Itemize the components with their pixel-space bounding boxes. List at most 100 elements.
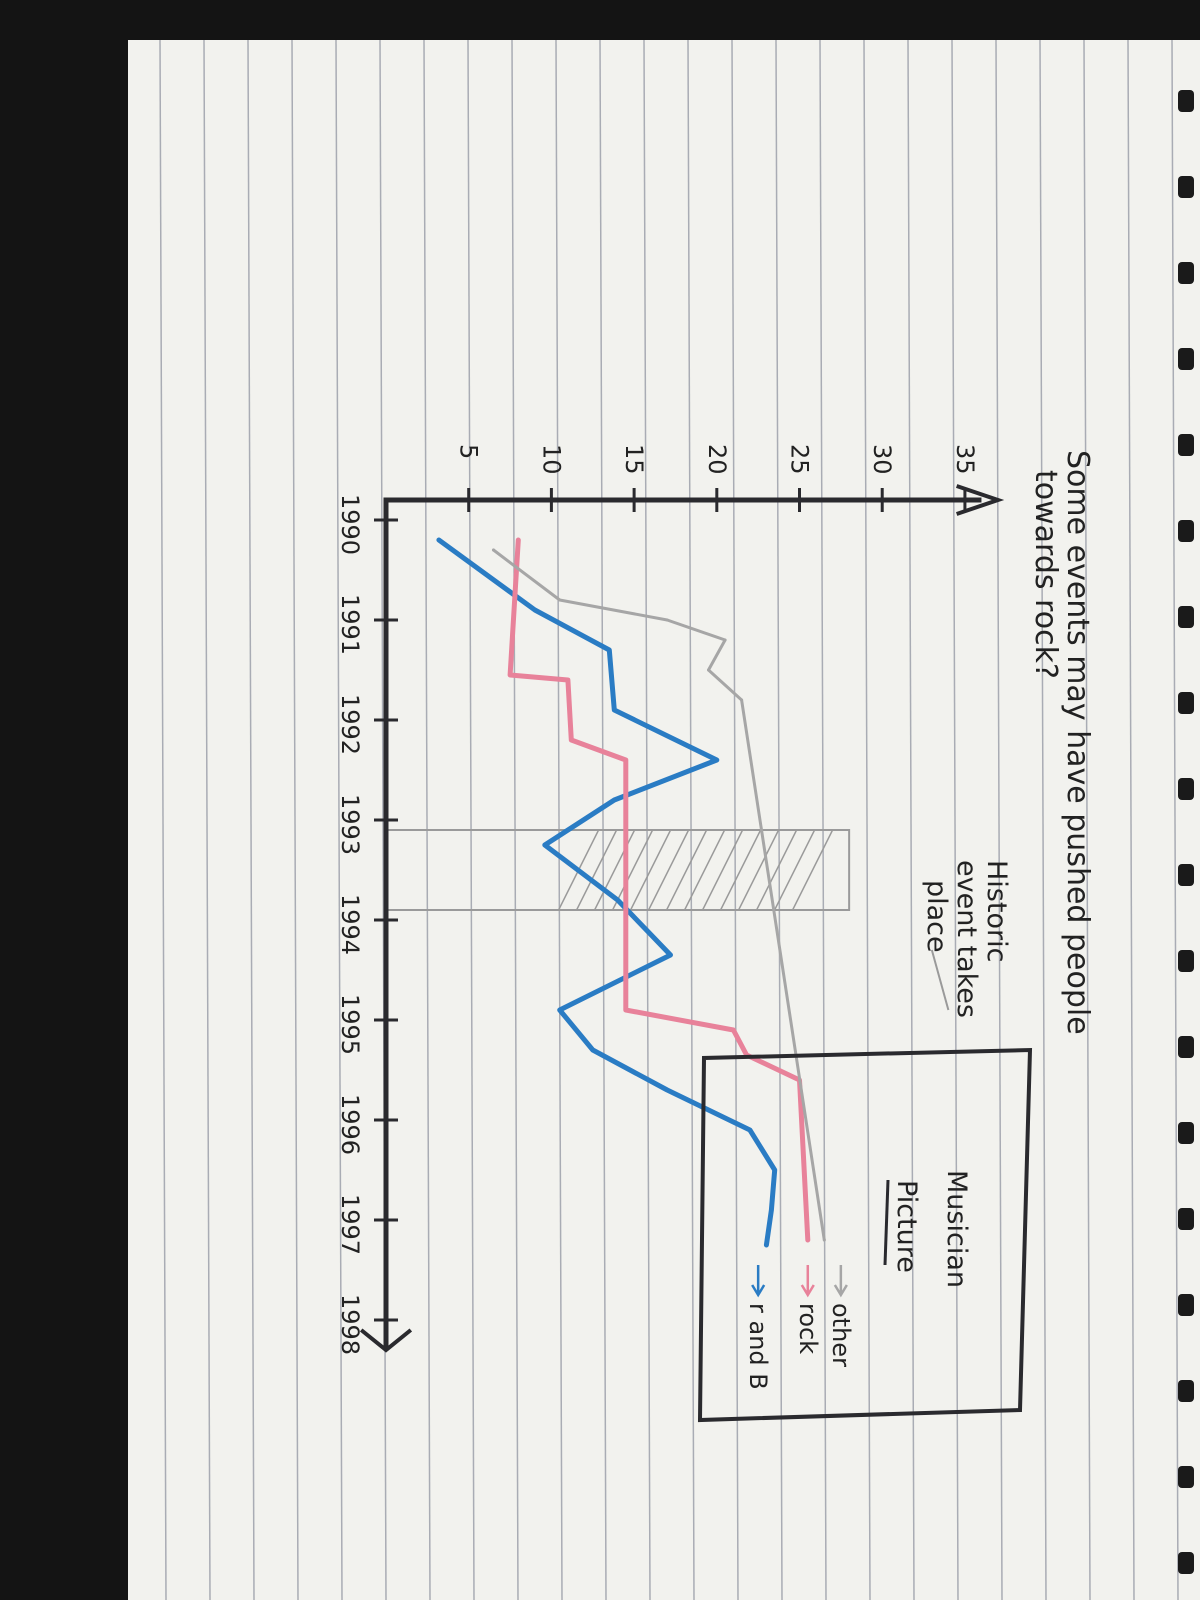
ruled-line xyxy=(247,39,255,1600)
legend-label: r and B xyxy=(744,1303,772,1390)
data-point xyxy=(533,608,537,612)
ruled-line xyxy=(995,39,1003,1600)
data-point xyxy=(492,548,496,552)
hatch-line xyxy=(719,829,762,911)
ruled-line xyxy=(951,39,959,1600)
spiral-hole xyxy=(1178,434,1194,456)
data-point xyxy=(569,738,573,742)
data-point xyxy=(707,668,711,672)
ruled-line xyxy=(775,39,783,1600)
data-point xyxy=(591,1048,595,1052)
data-point xyxy=(715,758,719,762)
y-tick-label: 30 xyxy=(868,444,896,475)
legend-arrow xyxy=(800,1265,815,1298)
data-point xyxy=(624,1008,628,1012)
ruled-lines xyxy=(159,39,1179,1600)
title-line-1: Some events may have pushed people xyxy=(1060,450,1095,1035)
annotation-line-1: Historic xyxy=(981,860,1012,962)
y-axis-ticks: 5 10 15 20 25 30 35 xyxy=(455,444,979,512)
annotation-line-3: place xyxy=(921,880,952,953)
data-point xyxy=(668,953,672,957)
ruled-line xyxy=(599,39,607,1600)
y-tick-label: 10 xyxy=(537,444,565,475)
x-tick-label: 1994 xyxy=(336,894,364,955)
hatch-line xyxy=(629,829,672,911)
box-label-musician: Musician xyxy=(941,1170,972,1288)
data-point xyxy=(558,1008,562,1012)
spiral-hole xyxy=(1178,1380,1194,1402)
ruled-line xyxy=(1083,39,1091,1600)
annotation-line-2: event takes xyxy=(951,860,982,1018)
title-line-2: towards rock? xyxy=(1028,470,1063,679)
x-axis-ticks: 1990 1991 1992 1993 1994 1995 1996 1997 1998 xyxy=(336,494,398,1355)
data-point xyxy=(723,638,727,642)
picture-placeholder: Musician Picture xyxy=(697,1047,1033,1423)
data-point xyxy=(773,1168,777,1172)
spiral-hole xyxy=(1178,778,1194,800)
data-point xyxy=(612,708,616,712)
ruled-line xyxy=(555,39,563,1600)
chart-series xyxy=(436,537,826,1248)
legend-label: other xyxy=(827,1303,855,1367)
spiral-hole xyxy=(1178,692,1194,714)
x-tick-label: 1992 xyxy=(336,694,364,755)
ruled-line xyxy=(1127,39,1135,1600)
y-tick-label: 20 xyxy=(703,444,731,475)
annotation-arrow xyxy=(930,949,950,1011)
data-point xyxy=(731,1028,735,1032)
x-axis-arrowhead xyxy=(359,1328,413,1353)
y-tick-label: 5 xyxy=(455,444,483,459)
spiral-hole xyxy=(1178,606,1194,628)
hatch-line xyxy=(665,829,708,911)
hatch-line xyxy=(611,829,654,911)
series-line-r-and-b xyxy=(436,537,778,1248)
data-point xyxy=(748,1128,752,1132)
picture-frame xyxy=(697,1047,1033,1423)
spiral-hole xyxy=(1178,520,1194,542)
data-point xyxy=(616,898,620,902)
ruled-line xyxy=(159,39,167,1600)
picture-underline xyxy=(883,1179,890,1266)
x-tick-label: 1991 xyxy=(336,594,364,655)
hatch-line xyxy=(737,829,780,911)
legend-arrow xyxy=(751,1265,766,1298)
y-tick-label: 25 xyxy=(786,444,814,475)
ruled-line xyxy=(863,39,871,1600)
x-tick-label: 1996 xyxy=(336,1094,364,1155)
hatch-line xyxy=(647,829,690,911)
spiral-hole xyxy=(1178,176,1194,198)
chart-axes xyxy=(359,484,1005,1353)
data-point xyxy=(806,1238,810,1242)
spiral-hole xyxy=(1178,348,1194,370)
hatch-line xyxy=(701,829,744,911)
data-point xyxy=(607,648,611,652)
ruled-line xyxy=(643,39,651,1600)
line-chart: 5 10 15 20 25 30 35 19901991199219931994199519… xyxy=(336,444,1005,1390)
ruled-line xyxy=(335,39,343,1600)
x-tick-label: 1990 xyxy=(336,494,364,555)
spiral-hole xyxy=(1178,1036,1194,1058)
hatch-line xyxy=(773,829,816,911)
ruled-line xyxy=(291,39,299,1600)
ruled-line xyxy=(1171,39,1179,1600)
hatch-line xyxy=(755,829,798,911)
data-point xyxy=(665,1088,669,1092)
ruled-line xyxy=(731,39,739,1600)
ruled-line xyxy=(819,39,827,1600)
ruled-line xyxy=(511,39,519,1600)
spiral-hole xyxy=(1178,262,1194,284)
spiral-hole xyxy=(1178,1208,1194,1230)
series-line-rock xyxy=(507,537,811,1243)
x-tick-label: 1993 xyxy=(336,794,364,855)
data-point xyxy=(764,1243,768,1247)
spiral-hole xyxy=(1178,1466,1194,1488)
spiral-hole xyxy=(1178,1122,1194,1144)
data-point xyxy=(558,598,562,602)
y-tick-label: 35 xyxy=(951,444,979,475)
data-point xyxy=(516,538,520,542)
ruled-line xyxy=(687,39,695,1600)
spiral-hole xyxy=(1178,950,1194,972)
legend-arrow xyxy=(833,1265,848,1298)
